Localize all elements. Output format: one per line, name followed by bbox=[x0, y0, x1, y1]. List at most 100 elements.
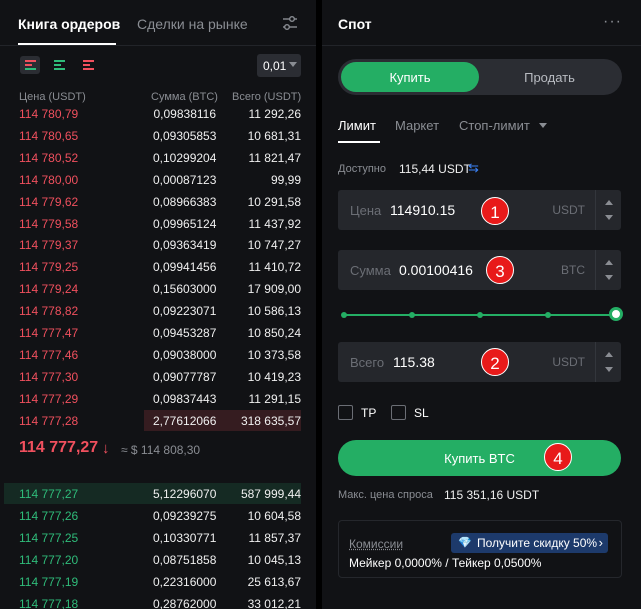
side-toggle: Купить Продать bbox=[338, 59, 622, 95]
amount-field[interactable]: Сумма 0.00100416 BTC bbox=[338, 250, 621, 290]
tab-market-trades[interactable]: Сделки на рынке bbox=[137, 16, 248, 32]
amount-input[interactable]: 0.00100416 bbox=[399, 262, 473, 278]
slider-mark[interactable] bbox=[477, 312, 483, 318]
tab-stop-limit[interactable]: Стоп-лимит bbox=[459, 118, 530, 133]
price-cell: 114 779,37 bbox=[19, 238, 79, 253]
bid-row[interactable]: 114 777,18 0,28762000 33 012,21 bbox=[0, 593, 316, 609]
tab-limit[interactable]: Лимит bbox=[338, 118, 376, 133]
amount-cell: 0,15603000 bbox=[153, 282, 217, 297]
ask-row[interactable]: 114 780,79 0,09838116 11 292,26 bbox=[0, 103, 316, 124]
price-field[interactable]: Цена 114910.15 USDT bbox=[338, 190, 621, 230]
ask-row[interactable]: 114 777,28 2,77612066 318 635,57 bbox=[0, 409, 316, 431]
discount-promo-button[interactable]: 💎 Получите скидку 50% › bbox=[451, 533, 608, 553]
bid-row[interactable]: 114 777,19 0,22316000 25 613,67 bbox=[0, 571, 316, 592]
amount-cell: 0,22316000 bbox=[153, 574, 217, 589]
ask-row[interactable]: 114 777,46 0,09038000 10 373,58 bbox=[0, 344, 316, 365]
amount-cell: 0,09077787 bbox=[153, 369, 217, 384]
amount-cell: 5,12296070 bbox=[153, 487, 217, 501]
total-input[interactable]: 115.38 bbox=[393, 354, 435, 370]
sell-tab[interactable]: Продать bbox=[524, 70, 575, 85]
settings-sliders-icon[interactable] bbox=[281, 14, 299, 32]
view-asks-icon[interactable] bbox=[78, 56, 98, 74]
ask-row[interactable]: 114 780,65 0,09305853 10 681,31 bbox=[0, 125, 316, 146]
amount-cell: 0,28762000 bbox=[153, 596, 217, 609]
bid-row[interactable]: 114 777,26 0,09239275 10 604,58 bbox=[0, 505, 316, 526]
ask-row[interactable]: 114 778,82 0,09223071 10 586,13 bbox=[0, 300, 316, 321]
amount-cell: 0,09837443 bbox=[153, 391, 217, 406]
total-field[interactable]: Всего 115.38 USDT bbox=[338, 342, 621, 382]
diamond-icon: 💎 bbox=[458, 537, 472, 549]
price-cell: 114 777,27 bbox=[19, 487, 79, 501]
step-badge-1: 1 bbox=[481, 197, 509, 225]
price-cell: 114 777,46 bbox=[19, 347, 79, 362]
spot-panel: Спот ··· Купить Продать Лимит Маркет Сто… bbox=[322, 0, 641, 609]
panel-title: Спот bbox=[338, 16, 372, 32]
header-price: Цена (USDT) bbox=[19, 91, 86, 103]
sl-label: SL bbox=[414, 406, 429, 420]
total-cell: 11 291,15 bbox=[248, 391, 302, 406]
available-label: Доступно bbox=[338, 163, 387, 175]
slider-mark[interactable] bbox=[409, 312, 415, 318]
tp-checkbox[interactable] bbox=[338, 405, 353, 420]
tab-orderbook[interactable]: Книга ордеров bbox=[18, 16, 121, 32]
total-cell: 10 681,31 bbox=[247, 128, 301, 143]
amount-cell: 0,09941456 bbox=[153, 260, 217, 275]
ask-row[interactable]: 114 779,24 0,15603000 17 909,00 bbox=[0, 278, 316, 299]
amount-cell: 0,10330771 bbox=[153, 530, 217, 545]
ask-row[interactable]: 114 777,30 0,09077787 10 419,23 bbox=[0, 366, 316, 387]
max-bid-label: Макс. цена спроса bbox=[338, 489, 433, 501]
orderbook-panel: Книга ордеров Сделки на рынке bbox=[0, 0, 316, 609]
amount-cell: 0,09239275 bbox=[153, 508, 217, 523]
ask-row[interactable]: 114 779,37 0,09363419 10 747,27 bbox=[0, 234, 316, 255]
view-bids-icon[interactable] bbox=[49, 56, 69, 74]
chevron-down-icon[interactable] bbox=[605, 215, 613, 220]
tab-market[interactable]: Маркет bbox=[395, 118, 440, 133]
price-cell: 114 780,00 bbox=[19, 172, 79, 187]
price-cell: 114 777,25 bbox=[19, 530, 79, 545]
bid-row[interactable]: 114 777,20 0,08751858 10 045,13 bbox=[0, 549, 316, 570]
ask-row[interactable]: 114 777,29 0,09837443 11 291,15 bbox=[0, 388, 316, 409]
depth-bar bbox=[4, 483, 301, 504]
total-cell: 10 850,24 bbox=[247, 326, 301, 340]
buy-tab[interactable]: Купить bbox=[341, 62, 479, 92]
slider-mark[interactable] bbox=[545, 312, 551, 318]
chevron-up-icon[interactable] bbox=[605, 200, 613, 205]
bid-row[interactable]: 114 777,25 0,10330771 11 857,37 bbox=[0, 527, 316, 548]
ask-row[interactable]: 114 779,25 0,09941456 11 410,72 bbox=[0, 256, 316, 277]
total-cell: 10 419,23 bbox=[247, 369, 301, 384]
chevron-up-icon[interactable] bbox=[605, 352, 613, 357]
transfer-icon[interactable]: ⇆ bbox=[468, 160, 479, 175]
total-cell: 10 373,58 bbox=[247, 347, 301, 362]
buy-btc-button[interactable]: Купить BTC bbox=[338, 440, 621, 476]
ask-row[interactable]: 114 780,00 0,00087123 99,99 bbox=[0, 169, 316, 190]
price-label: Цена bbox=[350, 203, 382, 218]
price-cell: 114 779,58 bbox=[19, 216, 79, 231]
total-cell: 11 410,72 bbox=[248, 260, 302, 275]
precision-value: 0,01 bbox=[263, 59, 287, 73]
ask-row[interactable]: 114 779,58 0,09965124 11 437,92 bbox=[0, 213, 316, 234]
chevron-down-icon[interactable] bbox=[605, 275, 613, 280]
ask-row[interactable]: 114 777,47 0,09453287 10 850,24 bbox=[0, 322, 316, 343]
ask-row[interactable]: 114 780,52 0,10299204 11 821,47 bbox=[0, 147, 316, 168]
precision-select[interactable]: 0,01 bbox=[257, 54, 301, 77]
price-stepper[interactable] bbox=[595, 190, 621, 230]
sl-checkbox[interactable] bbox=[391, 405, 406, 420]
amount-stepper[interactable] bbox=[595, 250, 621, 290]
fee-rates: Мейкер 0,0000% / Тейкер 0,0500% bbox=[349, 556, 542, 570]
chevron-down-icon bbox=[289, 62, 297, 67]
bid-row[interactable]: 114 777,27 5,12296070 587 999,44 bbox=[0, 483, 316, 504]
chevron-up-icon[interactable] bbox=[605, 260, 613, 265]
total-stepper[interactable] bbox=[595, 342, 621, 382]
ask-row[interactable]: 114 779,62 0,08966383 10 291,58 bbox=[0, 191, 316, 212]
price-input[interactable]: 114910.15 bbox=[390, 202, 456, 218]
available-balance: 115,44 USDT bbox=[399, 162, 471, 176]
amount-cell: 0,09965124 bbox=[153, 216, 217, 231]
more-icon[interactable]: ··· bbox=[603, 13, 622, 30]
price-cell: 114 777,19 bbox=[19, 574, 79, 589]
fees-link[interactable]: Комиссии bbox=[349, 537, 404, 551]
slider-handle[interactable] bbox=[609, 307, 623, 321]
chevron-down-icon[interactable] bbox=[605, 367, 613, 372]
view-both-icon[interactable] bbox=[20, 56, 40, 74]
slider-mark[interactable] bbox=[341, 312, 347, 318]
fees-box: Комиссии 💎 Получите скидку 50% › Мейкер … bbox=[338, 520, 622, 578]
